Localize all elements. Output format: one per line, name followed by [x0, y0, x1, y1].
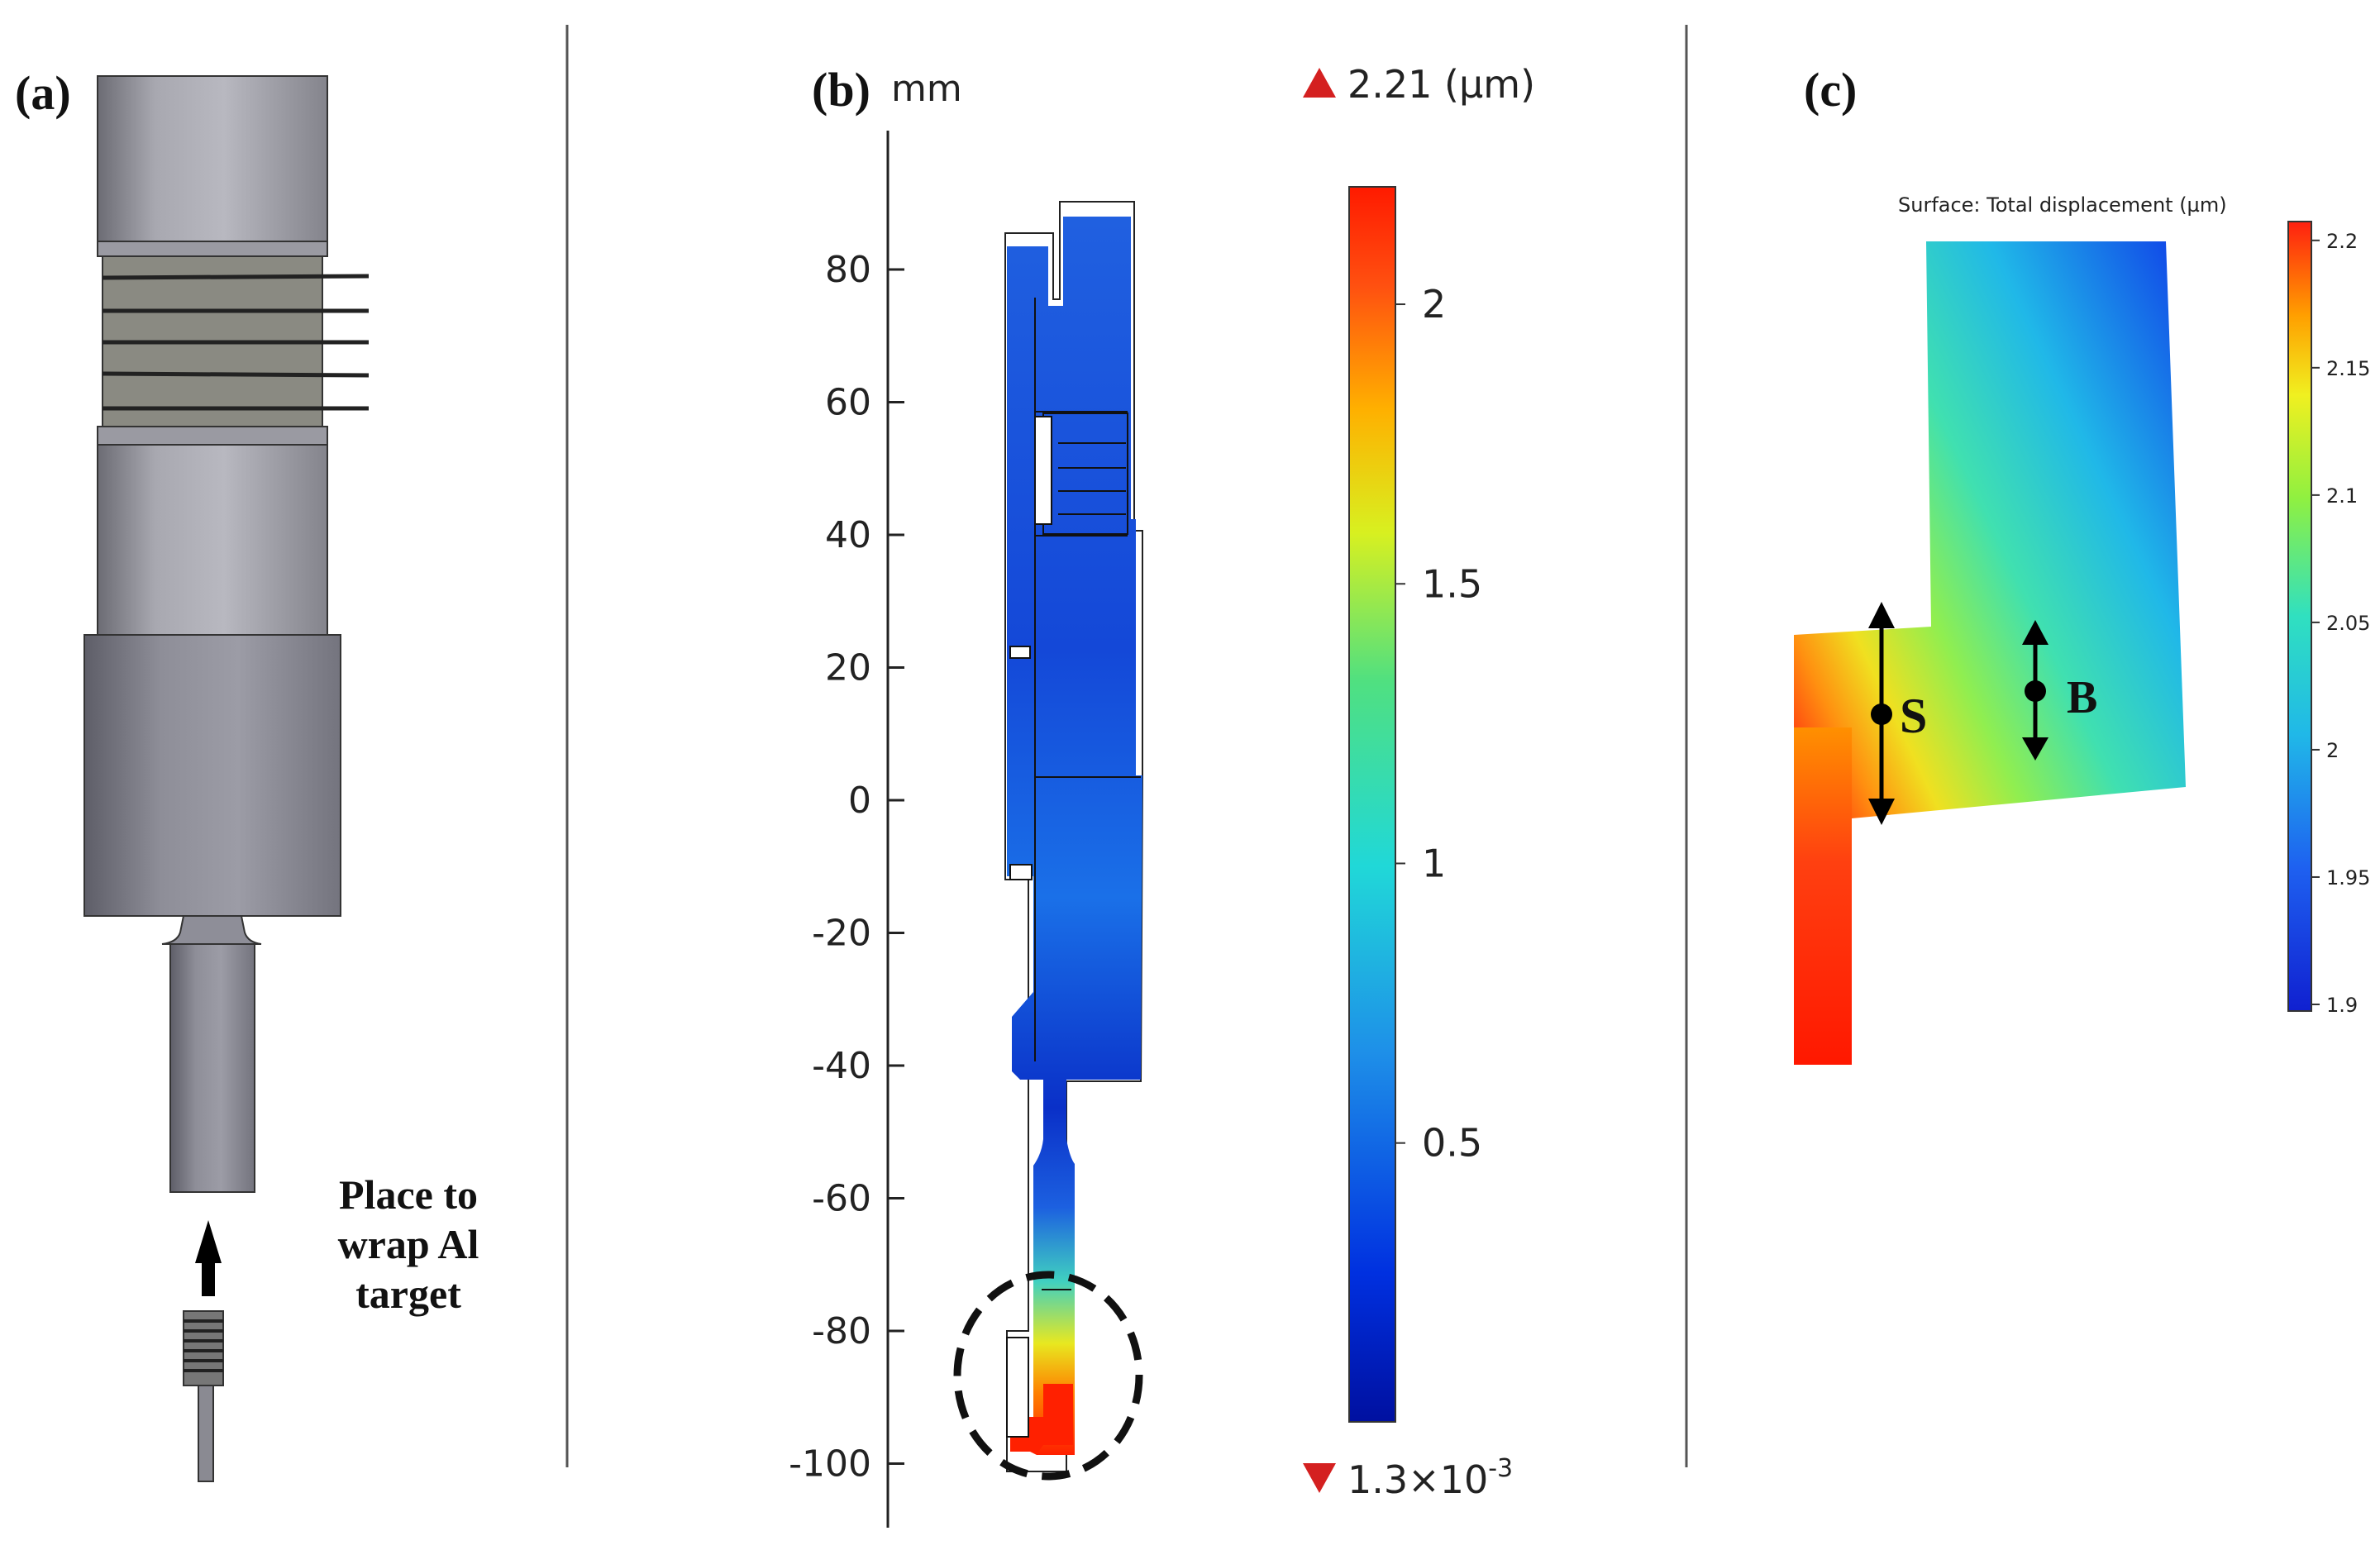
- horn-tip: [169, 943, 255, 1193]
- y-tick-label: 0: [848, 780, 871, 822]
- al-target-part: [183, 1310, 224, 1482]
- up-arrow-shaft: [202, 1257, 215, 1296]
- white-gap-2: [1009, 646, 1031, 659]
- colorbar-c-tick-label: 2.1: [2326, 484, 2358, 508]
- annotation-line-1: Place to: [339, 1171, 478, 1218]
- arrow-up-icon: [1868, 602, 1895, 628]
- panel-a: (a): [15, 66, 479, 1482]
- colorbar-max-label: 2.21 (µm): [1347, 62, 1535, 107]
- colorbar-min-label: 1.3×10-3: [1347, 1454, 1513, 1502]
- y-tick-label: 60: [825, 382, 871, 424]
- colorbar-b-tick-label: 2: [1422, 282, 1446, 327]
- y-tick-label: -40: [812, 1045, 871, 1087]
- piezo-stack: [102, 255, 323, 442]
- fea-model: [953, 201, 1143, 1481]
- fea-body: [1007, 217, 1142, 1455]
- collar-ring-lower: [97, 426, 328, 446]
- surface-plot: [1794, 241, 2186, 1065]
- colorbar-b-tick-label: 0.5: [1422, 1121, 1482, 1166]
- y-tick-label: -20: [812, 913, 871, 955]
- colorbar-c: [2287, 221, 2312, 1012]
- colorbar-c-tick-label: 2: [2326, 739, 2339, 762]
- colorbar-b: [1348, 186, 1396, 1423]
- colorbar-c-tick-label: 1.95: [2326, 866, 2370, 889]
- annotation-line-2: wrap Al: [338, 1221, 479, 1267]
- y-tick-label: -80: [812, 1310, 871, 1352]
- top-cylinder: [97, 75, 328, 242]
- axis-unit: mm: [891, 68, 962, 110]
- y-tick-label: -60: [812, 1178, 871, 1220]
- panel-b: (b) mm 80 60 40 20 0 -20 -40 -60 -80 -100: [789, 62, 1535, 1528]
- min-triangle-icon: [1303, 1463, 1336, 1493]
- colorbar-c-ticks: 2.2 2.15 2.1 2.05 2 1.95 1.9: [2311, 230, 2370, 1017]
- y-tick-label: -100: [789, 1443, 871, 1486]
- marker-s-label: S: [1900, 689, 1927, 743]
- sonotrode-drawing: [83, 75, 370, 1482]
- colorbar-b-ticks: 2 1.5 1 0.5: [1395, 282, 1482, 1166]
- colorbar-c-tick-label: 2.05: [2326, 612, 2370, 635]
- surface-lower-leg: [1794, 727, 1852, 1065]
- mid-cylinder: [97, 444, 328, 636]
- neck-taper: [161, 915, 262, 945]
- panel-a-label: (a): [15, 66, 71, 120]
- colorbar-c-tick-label: 1.9: [2326, 994, 2358, 1017]
- colorbar-c-tick-label: 2.15: [2326, 357, 2370, 380]
- panel-c-label: (c): [1804, 63, 1857, 117]
- collar-ring: [97, 241, 328, 257]
- y-axis-ticks: 80 60 40 20 0 -20 -40 -60 -80 -100: [789, 249, 904, 1486]
- highlight-circle: [953, 1271, 1143, 1481]
- arrow-down-icon: [1868, 799, 1895, 825]
- y-tick-label: 80: [825, 249, 871, 291]
- colorbar-b-tick-label: 1.5: [1422, 561, 1482, 606]
- marker-b-label: B: [2067, 672, 2097, 723]
- arrow-down-icon: [2022, 737, 2049, 761]
- max-triangle-icon: [1303, 68, 1336, 98]
- annotation-line-3: target: [355, 1271, 461, 1317]
- marker-s: S: [1868, 602, 1927, 825]
- arrow-up-icon: [2022, 620, 2049, 645]
- colorbar-min-base: 1.3×10: [1347, 1457, 1488, 1502]
- panel-c: (c) Surface: Total displacement (µm) S B…: [1794, 63, 2370, 1065]
- colorbar-c-tick-label: 2.2: [2326, 230, 2358, 253]
- tip-white-gap: [1006, 1337, 1029, 1438]
- y-tick-label: 40: [825, 514, 871, 556]
- y-tick-label: 20: [825, 647, 871, 689]
- marker-b: B: [2022, 620, 2097, 761]
- surface-title: Surface: Total displacement (µm): [1898, 193, 2227, 217]
- white-gap-1: [1034, 416, 1052, 525]
- piezo-electrodes: [102, 274, 370, 411]
- colorbar-b-tick-label: 1: [1422, 841, 1446, 885]
- white-gap-3: [1009, 864, 1033, 880]
- colorbar-min-exp: -3: [1488, 1454, 1513, 1483]
- flange: [83, 634, 341, 917]
- panel-b-label: (b): [812, 63, 870, 117]
